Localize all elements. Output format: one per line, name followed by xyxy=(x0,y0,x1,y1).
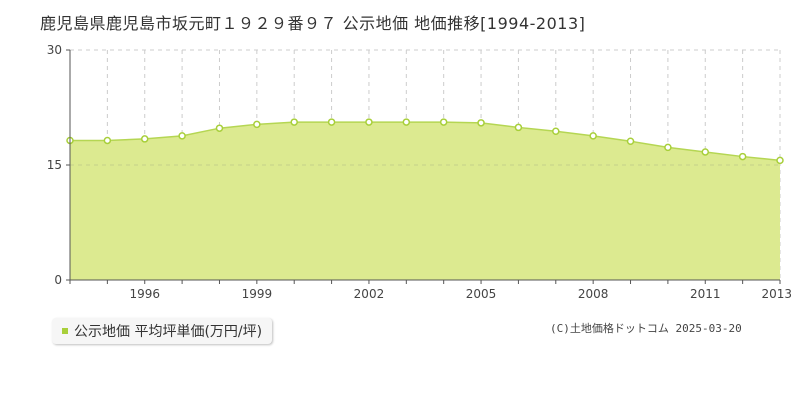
series-line xyxy=(70,121,781,162)
data-point xyxy=(290,118,298,126)
data-point xyxy=(776,156,784,165)
data-point xyxy=(215,124,224,132)
x-tick-label: 2008 xyxy=(578,287,609,301)
data-point xyxy=(701,148,710,156)
data-point xyxy=(477,119,485,127)
x-tick-label: 2005 xyxy=(466,287,497,301)
data-point xyxy=(365,118,373,126)
x-tick-label: 1996 xyxy=(129,287,160,301)
data-point xyxy=(738,152,747,161)
data-point xyxy=(253,120,261,129)
x-tick-label: 2011 xyxy=(690,287,721,301)
series-area xyxy=(70,122,780,280)
data-point xyxy=(664,143,672,152)
y-tick-label: 0 xyxy=(54,273,62,287)
legend-swatch xyxy=(62,328,68,334)
data-point xyxy=(178,132,186,140)
x-tick-label: 2013 xyxy=(761,287,792,301)
data-point xyxy=(140,135,149,143)
data-point xyxy=(103,136,112,145)
chart-title: 鹿児島県鹿児島市坂元町１９２９番９７ 公示地価 地価推移[1994-2013] xyxy=(40,14,586,33)
x-tick-label: 2002 xyxy=(354,287,385,301)
data-point xyxy=(327,118,336,126)
data-point xyxy=(626,137,635,145)
legend[interactable]: 公示地価 平均坪単価(万円/坪) xyxy=(52,318,273,344)
y-tick-label: 30 xyxy=(47,43,62,57)
y-tick-label: 15 xyxy=(47,158,62,172)
copyright-text: (C)土地価格ドットコム 2025-03-20 xyxy=(550,322,742,335)
data-point xyxy=(589,132,597,140)
data-point xyxy=(514,123,523,132)
data-point xyxy=(439,118,448,126)
legend-label: 公示地価 平均坪単価(万円/坪) xyxy=(74,324,263,340)
data-point xyxy=(402,118,411,126)
data-point xyxy=(552,127,560,136)
x-tick-label: 1999 xyxy=(242,287,273,301)
